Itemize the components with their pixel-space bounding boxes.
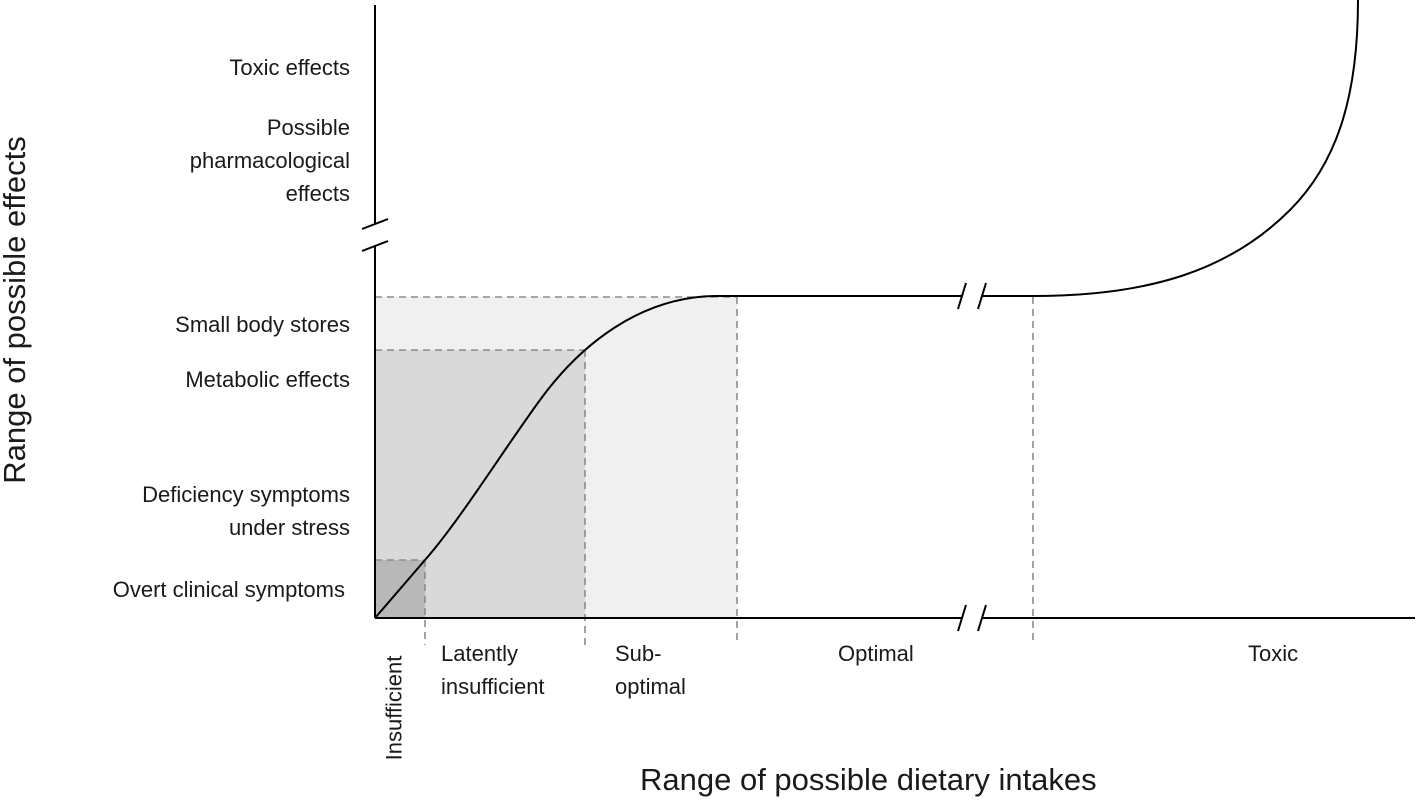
label-insufficient: Insufficient (381, 655, 407, 761)
label-pharmacological-effects: Possible pharmacological effects (189, 115, 350, 206)
x-axis-break-mark-left (957, 604, 967, 632)
label-small-body-stores: Small body stores (175, 312, 350, 337)
y-axis-break-mark-upper (361, 218, 389, 230)
x-axis-title: Range of possible dietary intakes (640, 762, 1097, 797)
y-axis (361, 5, 389, 618)
x-axis-break-mark-right (977, 604, 987, 632)
y-axis-title: Range of possible effects (0, 136, 32, 484)
label-overt-clinical-symptoms: Overt clinical symptoms (112, 577, 345, 602)
curve-break-mark-left (957, 282, 967, 310)
label-metabolic-effects: Metabolic effects (185, 367, 350, 392)
response-curve (374, 0, 1359, 619)
label-optimal: Optimal (838, 641, 914, 666)
x-axis (375, 604, 1415, 632)
y-axis-break-mark-lower (361, 240, 389, 252)
label-suboptimal: Sub- optimal (615, 641, 686, 699)
dashed-guides (375, 296, 1034, 645)
label-latently-insufficient: Latently insufficient (441, 641, 545, 699)
label-deficiency-under-stress: Deficiency symptoms under stress (142, 482, 350, 540)
label-toxic-effects: Toxic effects (229, 55, 350, 80)
label-toxic-range: Toxic (1248, 641, 1299, 666)
